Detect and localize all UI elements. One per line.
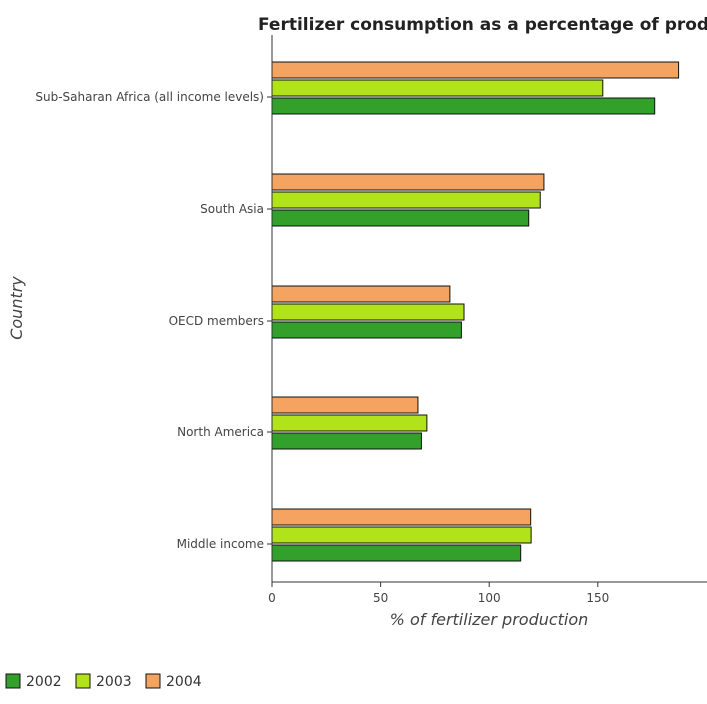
bar (271, 432, 422, 450)
bar (271, 396, 419, 414)
bar (271, 79, 604, 97)
legend-label: 2002 (26, 674, 62, 690)
bar (271, 209, 530, 227)
plot-area (271, 61, 680, 562)
y-tick-label: Middle income (177, 537, 264, 551)
legend-label: 2003 (96, 674, 132, 690)
legend-swatch (145, 673, 161, 689)
y-tick-label: South Asia (200, 202, 264, 216)
x-tick-label: 0 (268, 591, 276, 605)
bar (271, 544, 522, 562)
bar (271, 97, 656, 115)
x-tick-label: 150 (586, 591, 609, 605)
x-axis-label: % of fertilizer production (390, 610, 589, 629)
y-tick-label: OECD members (169, 314, 264, 328)
legend-swatch (75, 673, 91, 689)
bar (271, 191, 541, 209)
legend-swatch (5, 673, 21, 689)
x-tick-label: 100 (478, 591, 501, 605)
y-axis-label: Country (7, 276, 26, 340)
y-ticks: Middle income North America OECD members So… (35, 90, 272, 551)
bar (271, 526, 532, 544)
bar (271, 61, 680, 79)
bar (271, 303, 465, 321)
bar (271, 173, 545, 191)
bar (271, 285, 451, 303)
bar (271, 414, 428, 432)
bar (271, 321, 462, 339)
chart-title: Fertilizer consumption as a percentage o… (258, 15, 707, 35)
x-tick-label: 50 (373, 591, 388, 605)
x-ticks: 0 50 100 150 (268, 582, 609, 605)
bar (271, 508, 532, 526)
y-tick-label: Sub-Saharan Africa (all income levels) (35, 90, 264, 104)
legend-label: 2004 (166, 674, 202, 690)
y-tick-label: North America (177, 425, 264, 439)
legend: 2002 2003 2004 (5, 673, 202, 690)
